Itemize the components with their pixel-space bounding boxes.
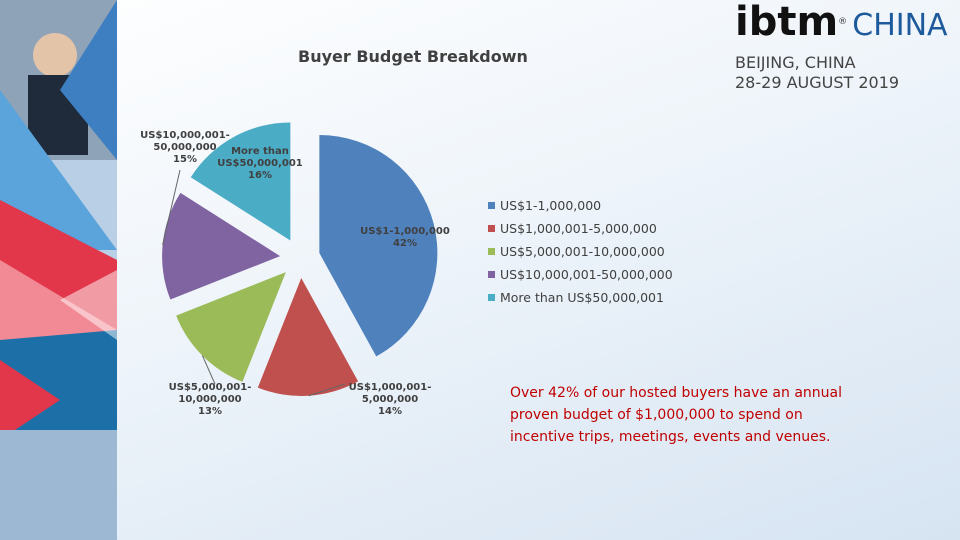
- data-label-value: 42%: [393, 238, 417, 249]
- legend-entry: US$10,000,001-50,000,000: [488, 263, 673, 286]
- pie-slice: [257, 277, 359, 396]
- legend-swatch: [488, 294, 495, 301]
- leader-line: [201, 355, 216, 385]
- data-label-category: US$1-1,000,000: [360, 226, 450, 237]
- caption-line: incentive trips, meetings, events and ve…: [510, 429, 831, 445]
- caption-line: proven budget of $1,000,000 to spend on: [510, 407, 803, 423]
- logo-brand: ibtm: [735, 0, 839, 45]
- pie-slice: [190, 122, 291, 241]
- logo-mark: ®: [838, 17, 848, 27]
- legend-entry: US$1-1,000,000: [488, 194, 673, 217]
- data-label: US$5,000,001-10,000,000 13%: [165, 382, 255, 418]
- leader-line: [162, 169, 181, 246]
- legend-swatch: [488, 225, 495, 232]
- data-label-category: US$10,000,001-50,000,000: [140, 130, 230, 153]
- location: BEIJING, CHINA: [735, 53, 856, 72]
- legend-label: US$10,000,001-50,000,000: [500, 267, 673, 282]
- decor-strip: [0, 0, 117, 540]
- data-label-category: US$5,000,001-10,000,000: [168, 382, 252, 405]
- legend-entry: US$1,000,001-5,000,000: [488, 217, 673, 240]
- data-label-value: 15%: [173, 154, 197, 165]
- legend-entry: More than US$50,000,001: [488, 286, 673, 309]
- data-label-category: US$1,000,001-5,000,000: [348, 382, 432, 405]
- legend-swatch: [488, 271, 495, 278]
- legend-label: US$1,000,001-5,000,000: [500, 221, 657, 236]
- data-label: US$10,000,001-50,000,000 15%: [140, 130, 230, 166]
- legend: US$1-1,000,000 US$1,000,001-5,000,000 US$5…: [488, 194, 673, 309]
- data-label-value: 13%: [198, 406, 222, 417]
- legend-label: US$5,000,001-10,000,000: [500, 244, 665, 259]
- caption: Over 42% of our hosted buyers have an an…: [510, 382, 842, 448]
- legend-swatch: [488, 248, 495, 255]
- leader-line: [308, 383, 346, 397]
- chart-title: Buyer Budget Breakdown: [298, 47, 528, 66]
- pie-slice: [176, 272, 286, 382]
- data-label: More than US$50,000,001 16%: [215, 146, 305, 182]
- data-label-category: More than US$50,000,001: [217, 146, 303, 169]
- data-label-value: 16%: [248, 170, 272, 181]
- logo: ibtm® CHINA BEIJING, CHINA 28-29 AUGUST …: [735, 2, 948, 93]
- caption-line: Over 42% of our hosted buyers have an an…: [510, 385, 842, 401]
- dates: 28-29 AUGUST 2019: [735, 73, 900, 92]
- legend-label: US$1-1,000,000: [500, 198, 602, 213]
- pie-slice: [162, 192, 281, 300]
- data-label-value: 14%: [378, 406, 402, 417]
- legend-swatch: [488, 202, 495, 209]
- logo-region: CHINA: [852, 8, 948, 43]
- legend-label: More than US$50,000,001: [500, 290, 664, 305]
- pie-slice: [319, 135, 438, 357]
- data-label: US$1,000,001-5,000,000 14%: [345, 382, 435, 418]
- legend-entry: US$5,000,001-10,000,000: [488, 240, 673, 263]
- data-label: US$1-1,000,000 42%: [360, 226, 450, 250]
